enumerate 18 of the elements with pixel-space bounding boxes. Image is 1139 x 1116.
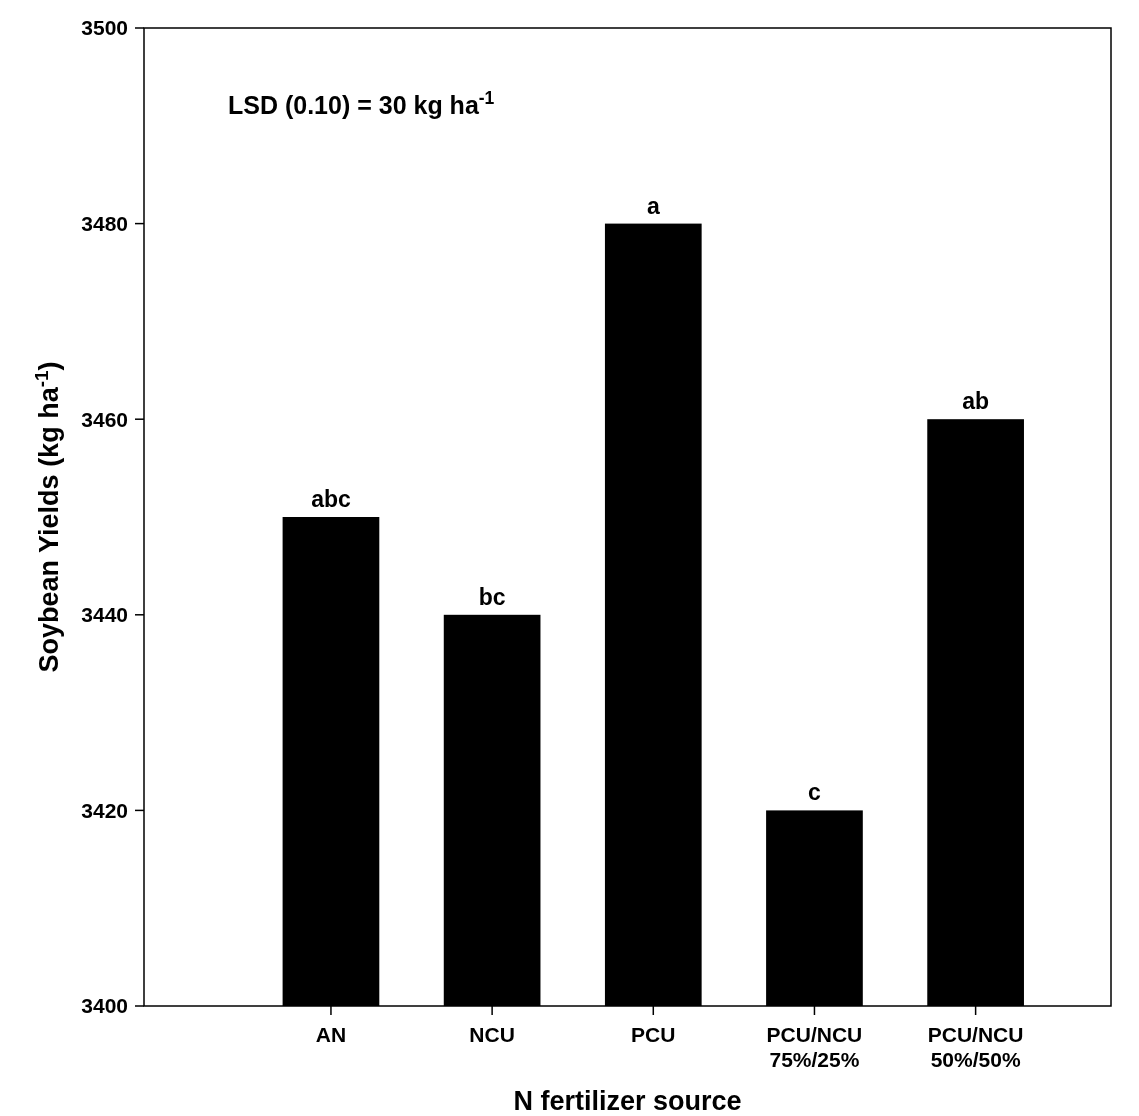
annotation: bc xyxy=(478,583,506,610)
annotation: ab xyxy=(962,388,990,415)
x-tick-label: AN xyxy=(315,1023,347,1046)
y-tick-label: 3460 xyxy=(81,407,128,431)
x-tick-label: PCU/NCU 75%/25% xyxy=(766,1023,863,1071)
annotation: LSD (0.10) = 30 kg ha$^{-1}$ xyxy=(228,88,495,119)
x-axis-title: N fertilizer source xyxy=(513,1086,742,1116)
y-tick-label: 3420 xyxy=(81,798,128,822)
y-tick-label: 3500 xyxy=(81,16,128,40)
x-tick-label: NCU xyxy=(469,1023,515,1046)
annotation: a xyxy=(646,192,660,219)
x-tick-label: PCU/NCU 50%/50% xyxy=(927,1023,1024,1071)
x-tick-label: PCU xyxy=(631,1023,676,1046)
annotation: abc xyxy=(311,486,351,512)
annotation: c xyxy=(808,779,822,806)
y-tick-label: 3440 xyxy=(81,603,128,627)
y-tick-label: 3480 xyxy=(81,211,128,235)
y-tick-label: 3400 xyxy=(81,994,128,1018)
